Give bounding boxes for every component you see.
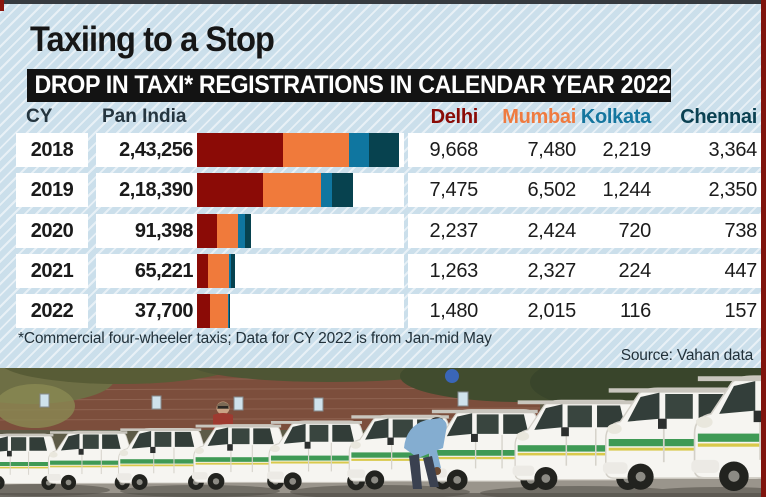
column-header-delhi: Delhi (430, 106, 479, 128)
column-header-mumbai: Mumbai (502, 106, 576, 128)
table-row: 2021 65,221 1,263 2,327 224 447 (0, 254, 766, 288)
delhi-value-cell: 1,480 (408, 294, 485, 328)
source-credit: Source: Vahan data (620, 347, 753, 364)
mumbai-value-cell: 2,327 (481, 254, 583, 288)
chart-banner: DROP IN TAXI* REGISTRATIONS IN CALENDAR … (27, 69, 671, 102)
table-row: 2020 91,398 2,237 2,424 720 738 (0, 214, 766, 248)
pan-india-cell: 2,18,390 (96, 173, 404, 207)
bar-segment-kolkata (321, 173, 333, 207)
bar-segment-kolkata (228, 254, 231, 288)
stacked-bar (197, 254, 235, 288)
footnote: *Commercial four-wheeler taxis; Data for… (18, 330, 492, 347)
table-row: 2019 2,18,390 7,475 6,502 1,244 2,350 (0, 173, 766, 207)
bar-segment-delhi (197, 173, 264, 207)
year-cell: 2018 (16, 133, 88, 167)
bar-segment-chennai (244, 214, 252, 248)
mumbai-value-cell: 2,015 (481, 294, 583, 328)
bar-segment-mumbai (282, 133, 350, 167)
bar-segment-chennai (369, 133, 399, 167)
bar-segment-kolkata (238, 214, 245, 248)
column-header-pan-india: Pan India (102, 106, 187, 127)
delhi-value-cell: 7,475 (408, 173, 485, 207)
pan-india-value: 2,43,256 (119, 139, 193, 161)
year-cell: 2019 (16, 173, 88, 207)
bar-segment-chennai (229, 294, 231, 328)
pan-india-cell: 65,221 (96, 254, 404, 288)
bar-segment-delhi (197, 254, 209, 288)
column-header-cy: CY (26, 106, 53, 127)
bar-segment-delhi (197, 214, 217, 248)
pan-india-value: 91,398 (134, 220, 194, 242)
column-header-kolkata: Kolkata (580, 106, 651, 128)
pan-india-value: 65,221 (134, 260, 194, 282)
bar-segment-kolkata (228, 294, 230, 328)
stacked-bar (197, 294, 231, 328)
table-row: 2022 37,700 1,480 2,015 116 157 (0, 294, 766, 328)
chennai-value-cell: 738 (654, 214, 764, 248)
delhi-value-cell: 1,263 (408, 254, 485, 288)
kolkata-value-cell: 224 (579, 254, 658, 288)
pan-india-cell: 37,700 (96, 294, 404, 328)
year-cell: 2022 (16, 294, 88, 328)
column-header-chennai: Chennai (680, 106, 757, 128)
right-red-border (761, 0, 766, 497)
kolkata-value-cell: 2,219 (579, 133, 658, 167)
left-red-notch (0, 0, 4, 11)
taxi-queue-photo (0, 368, 766, 497)
year-cell: 2021 (16, 254, 88, 288)
mumbai-value-cell: 7,480 (481, 133, 583, 167)
man-bending (404, 417, 447, 489)
bar-segment-delhi (197, 294, 211, 328)
chennai-value-cell: 2,350 (654, 173, 764, 207)
kolkata-value-cell: 720 (579, 214, 658, 248)
chennai-value-cell: 3,364 (654, 133, 764, 167)
bar-segment-chennai (230, 254, 235, 288)
bar-segment-mumbai (210, 294, 229, 328)
stacked-bar (197, 214, 252, 248)
pan-india-cell: 2,43,256 (96, 133, 404, 167)
bar-segment-mumbai (208, 254, 229, 288)
year-cell: 2020 (16, 214, 88, 248)
delhi-value-cell: 2,237 (408, 214, 485, 248)
kolkata-value-cell: 116 (579, 294, 658, 328)
bar-segment-chennai (332, 173, 354, 207)
mumbai-value-cell: 2,424 (481, 214, 583, 248)
pan-india-cell: 91,398 (96, 214, 404, 248)
table-row: 2018 2,43,256 9,668 7,480 2,219 3,364 (0, 133, 766, 167)
bar-segment-mumbai (216, 214, 239, 248)
chart-banner-text: DROP IN TAXI* REGISTRATIONS IN CALENDAR … (34, 71, 671, 99)
top-border-strip (0, 0, 766, 4)
delhi-value-cell: 9,668 (408, 133, 485, 167)
bar-segment-delhi (197, 133, 283, 167)
stacked-bar (197, 173, 354, 207)
pan-india-value: 37,700 (134, 300, 194, 322)
chennai-value-cell: 447 (654, 254, 764, 288)
chennai-value-cell: 157 (654, 294, 764, 328)
kolkata-value-cell: 1,244 (579, 173, 658, 207)
page-title: Taxiing to a Stop (30, 20, 275, 59)
pan-india-value: 2,18,390 (119, 179, 193, 201)
stacked-bar (197, 133, 399, 167)
bar-segment-mumbai (263, 173, 322, 207)
mumbai-value-cell: 6,502 (481, 173, 583, 207)
bar-segment-kolkata (349, 133, 370, 167)
